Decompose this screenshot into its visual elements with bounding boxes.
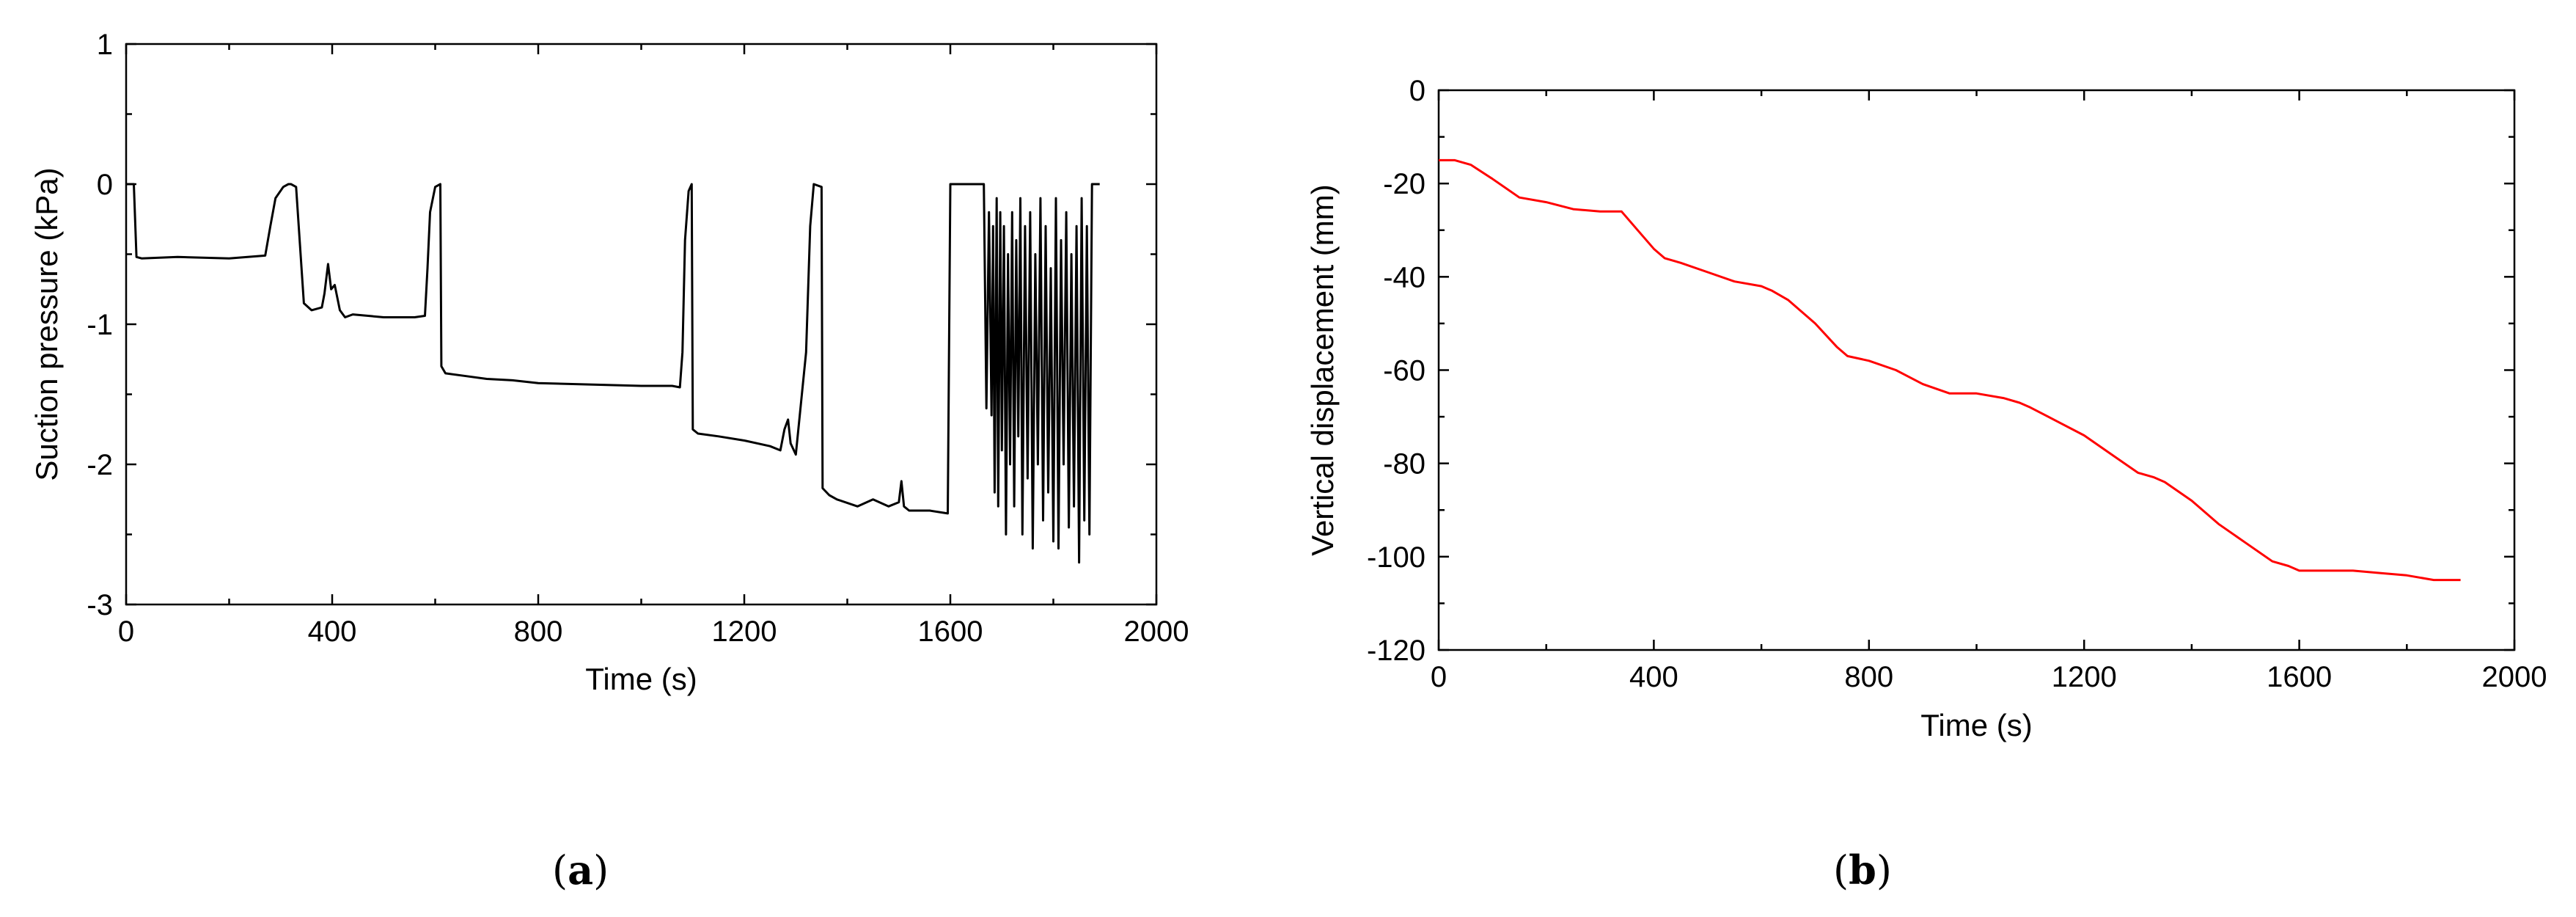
panel-label: (b) [1833,847,1892,894]
panel-label-letter: a [568,847,593,894]
panel-label-open: ( [552,847,568,894]
y-tick-label: -60 [1383,355,1425,387]
x-tick-label: 400 [1629,661,1678,693]
x-tick-label: 800 [1844,661,1893,693]
y-tick-label: -40 [1383,261,1425,293]
panel-b-chart: 0 400 800 1200 1600 2000 -120 -100 -80 -60 -40 -20 0… [1305,75,2547,894]
x-tick-label: 800 [514,615,563,648]
y-tick-label: -100 [1367,541,1425,574]
y-axis-title: Suction pressure (kPa) [29,167,64,481]
panel-a-chart: 0 400 800 1200 1600 2000 -3 -2 -1 0 1 Time (s) Sucti… [29,29,1189,894]
y-tick-label: -2 [87,449,113,481]
series-line [126,183,1100,564]
y-tick-label: -20 [1383,168,1425,200]
x-tick-label: 2000 [1124,615,1189,648]
panel-label-close: ) [1876,847,1892,894]
y-axis-title: Vertical displacement (mm) [1305,184,1340,555]
x-tick-label: 1600 [918,615,983,648]
x-tick-label: 1200 [712,615,777,648]
panel-label: (a) [552,847,609,894]
series-line [1439,158,2461,582]
x-tick-label: 0 [118,615,134,648]
y-tick-label: 0 [97,169,113,201]
y-tick-label: -80 [1383,448,1425,481]
x-axis-title: Time (s) [585,662,697,696]
y-tick-label: -3 [87,589,113,621]
x-tick-label: 2000 [2482,661,2547,693]
plot-frame [1437,89,2516,651]
y-tick-label: -120 [1367,635,1425,667]
x-axis-title: Time (s) [1920,708,2032,742]
x-tick-label: 1600 [2267,661,2332,693]
panel-label-close: ) [593,847,609,894]
x-tick-label: 400 [308,615,357,648]
y-tick-label: 1 [97,29,113,61]
panel-label-letter: b [1849,847,1876,894]
y-tick-label: -1 [87,309,113,341]
x-tick-label: 0 [1431,661,1447,693]
panel-label-open: ( [1833,847,1849,894]
x-tick-label: 1200 [2052,661,2117,693]
y-tick-label: 0 [1409,75,1425,107]
